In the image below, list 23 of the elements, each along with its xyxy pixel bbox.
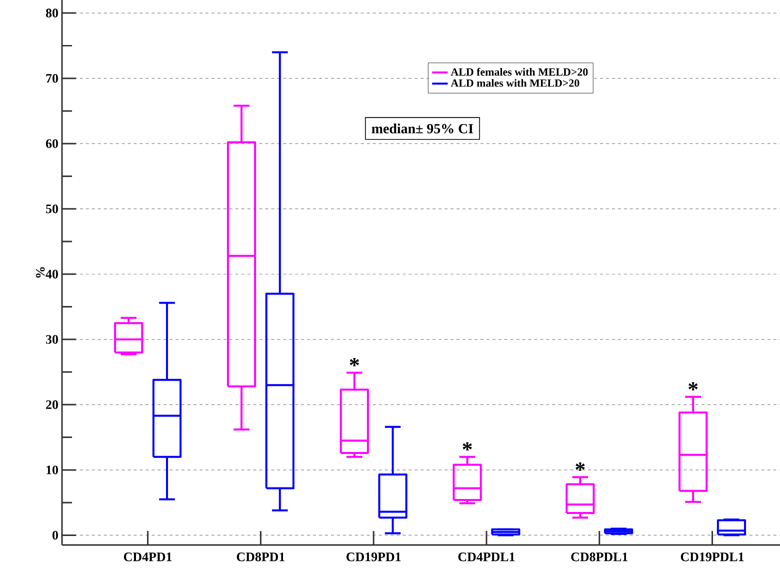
y-tick-label: 10 <box>46 466 58 474</box>
legend-label: ALD females with MELD>20 <box>450 68 588 76</box>
y-tick-label: 80 <box>46 8 58 18</box>
y-tick-label: 40 <box>46 270 58 278</box>
annotation: * <box>350 358 359 366</box>
y-tick-label: 70 <box>46 74 58 83</box>
x-tick-label: CD4PDL1 <box>458 552 515 562</box>
annotation: * <box>688 382 698 390</box>
x-tick-label: CD19PD1 <box>346 552 401 562</box>
y-tick-label: 50 <box>46 204 58 214</box>
x-tick-label: CD8PDL1 <box>571 552 628 562</box>
x-tick-label: CD19PDL1 <box>680 552 744 562</box>
y-tick-label: 60 <box>46 139 58 148</box>
annotation: median± 95% CI <box>372 124 474 134</box>
y-axis-title: % <box>36 267 45 278</box>
y-tick-label: 0 <box>52 530 58 540</box>
x-tick-label: CD4PD1 <box>124 552 172 562</box>
y-tick-label: 20 <box>46 400 58 410</box>
x-tick-label: CD8PD1 <box>236 552 284 562</box>
annotation: * <box>462 442 472 450</box>
y-tick-label: 30 <box>46 335 58 344</box>
annotation: * <box>576 462 585 471</box>
legend-label: ALD males with MELD>20 <box>450 79 580 87</box>
